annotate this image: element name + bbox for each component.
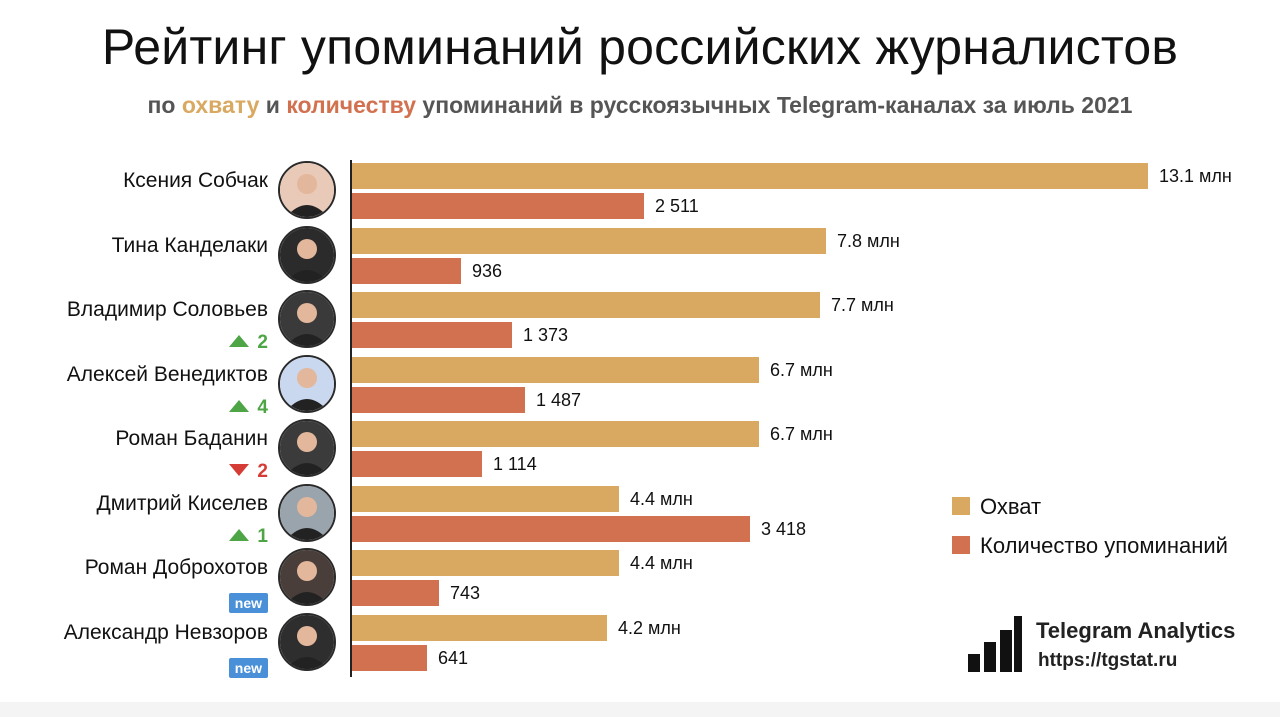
avatar [278, 161, 336, 219]
brand-url[interactable]: https://tgstat.ru [1038, 650, 1178, 671]
bar-mentions [352, 258, 461, 284]
bar-mentions [352, 451, 482, 477]
bar-mentions [352, 193, 644, 219]
bar-reach [352, 163, 1148, 189]
person-icon [280, 486, 334, 540]
bar-reach [352, 292, 820, 318]
person-icon [280, 421, 334, 475]
triangle-up-icon [229, 528, 250, 541]
person-icon [280, 292, 334, 346]
category-label: Владимир Соловьев [66, 298, 268, 321]
data-label-reach: 4.2 млн [618, 618, 681, 638]
subtitle-suffix: упоминаний в русскоязычных Telegram-кана… [416, 92, 1133, 118]
avatar [278, 226, 336, 284]
data-label-mentions: 2 511 [655, 196, 699, 216]
brand-name: Telegram Analytics [1036, 618, 1236, 643]
subtitle-reach-word: охвату [181, 92, 260, 118]
legend-label-reach: Охват [980, 494, 1042, 519]
tgstat-logo-icon [968, 616, 1022, 672]
subtitle-prefix: по [147, 92, 182, 118]
bar-reach [352, 550, 619, 576]
bar-reach [352, 421, 759, 447]
chart-title: Рейтинг упоминаний российских журналисто… [101, 19, 1179, 75]
triangle-up-icon [229, 334, 250, 347]
data-label-mentions: 1 373 [523, 325, 569, 345]
data-label-mentions: 1 487 [536, 390, 582, 410]
footer-strip [0, 702, 1280, 717]
legend-item-count: Количество упоминаний [952, 533, 1228, 559]
triangle-up-icon [229, 399, 250, 412]
bar-mentions [352, 580, 439, 606]
rank-change-value: 2 [257, 332, 268, 353]
category-label: Роман Доброхотов [84, 556, 268, 579]
category-label: Тина Канделаки [111, 234, 268, 257]
new-badge: new [228, 593, 268, 613]
rank-change-up: 1 [229, 526, 268, 548]
legend-item-reach: Охват [952, 494, 1041, 520]
chart-subtitle: по охвату и количеству упоминаний в русс… [0, 92, 1280, 119]
data-label-mentions: 1 114 [493, 454, 537, 474]
data-label-reach: 6.7 млн [770, 424, 833, 444]
data-label-reach: 7.8 млн [837, 231, 900, 251]
avatar [278, 290, 336, 348]
bar-mentions [352, 387, 525, 413]
data-label-mentions: 3 418 [761, 519, 807, 539]
triangle-down-icon [229, 463, 250, 476]
legend-swatch-count [952, 536, 970, 555]
rank-change-up: 4 [229, 397, 268, 419]
subtitle-middle: и [259, 92, 287, 118]
rank-change-value: 4 [257, 397, 268, 418]
rank-change-down: 2 [229, 461, 268, 483]
avatar [278, 355, 336, 413]
data-label-reach: 4.4 млн [630, 489, 693, 509]
category-label: Александр Невзоров [63, 621, 268, 644]
person-icon [280, 163, 334, 217]
category-label: Роман Баданин [115, 427, 268, 450]
data-label-reach: 13.1 млн [1159, 166, 1232, 186]
data-label-mentions: 743 [450, 583, 481, 603]
bar-mentions [352, 516, 750, 542]
rank-change-up: 2 [229, 332, 268, 354]
person-icon [280, 228, 334, 282]
rank-change-value: 2 [257, 461, 268, 482]
subtitle-count-word: количеству [286, 92, 417, 118]
data-label-mentions: 641 [438, 648, 469, 668]
bar-reach [352, 615, 607, 641]
data-label-reach: 7.7 млн [831, 295, 894, 315]
data-label-mentions: 936 [472, 261, 503, 281]
new-badge: new [228, 658, 268, 678]
avatar [278, 419, 336, 477]
data-label-reach: 6.7 млн [770, 360, 833, 380]
avatar [278, 484, 336, 542]
rank-change-value: 1 [257, 526, 268, 547]
bar-reach [352, 228, 826, 254]
avatar [278, 548, 336, 606]
bar-reach [352, 486, 619, 512]
legend-label-count: Количество упоминаний [980, 533, 1228, 558]
legend-swatch-reach [952, 497, 970, 516]
data-label-reach: 4.4 млн [630, 553, 693, 573]
category-label: Дмитрий Киселев [96, 492, 268, 515]
category-label: Ксения Собчак [123, 169, 268, 192]
category-axis-line [350, 160, 352, 677]
bar-mentions [352, 645, 427, 671]
bar-reach [352, 357, 759, 383]
category-label: Алексей Венедиктов [66, 363, 268, 386]
person-icon [280, 550, 334, 604]
avatar [278, 613, 336, 671]
bar-mentions [352, 322, 512, 348]
person-icon [280, 615, 334, 669]
person-icon [280, 357, 334, 411]
